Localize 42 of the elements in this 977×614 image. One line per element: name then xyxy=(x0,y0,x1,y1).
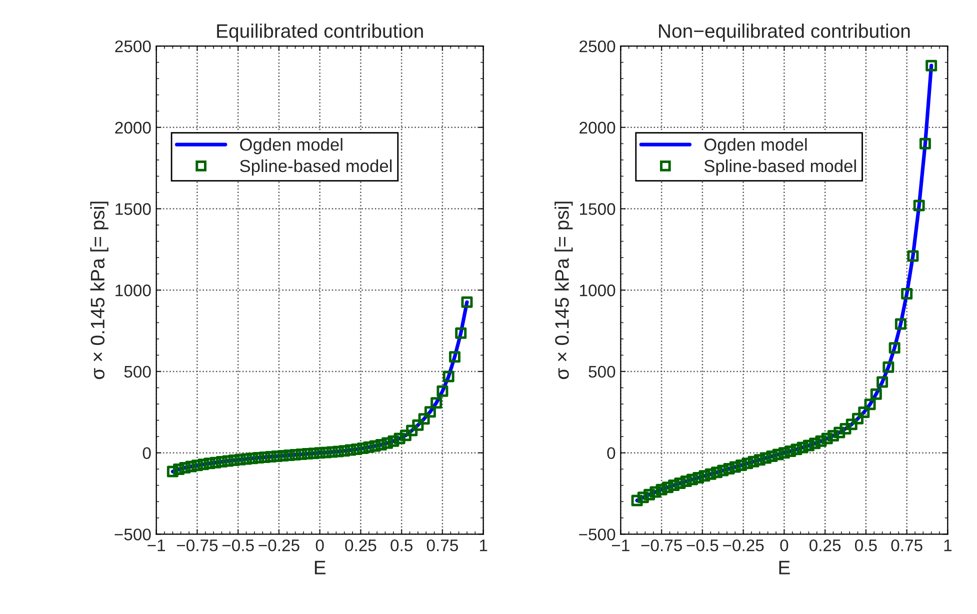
x-tick-label: −0.75 xyxy=(641,539,682,552)
legend-label: Ogden model xyxy=(704,138,807,154)
legend-label: Spline-based model xyxy=(704,159,856,176)
x-axis-title: E xyxy=(779,560,790,574)
x-tick-label: 0.75 xyxy=(426,539,458,552)
y-tick-label: −500 xyxy=(579,528,616,540)
y-tick-label: 0 xyxy=(607,447,616,460)
y-tick-label: −500 xyxy=(114,528,151,540)
y-tick-label: 2000 xyxy=(580,122,616,134)
chart-title: Non−equilibrated contribution xyxy=(659,24,910,42)
x-tick-label: 0.25 xyxy=(809,539,841,552)
x-tick-label: −0.25 xyxy=(723,539,764,552)
x-tick-label: −1 xyxy=(612,540,630,552)
x-tick-label: 1 xyxy=(944,540,952,552)
y-axis-title: σ × 0.145 kPa [= psi] xyxy=(554,202,573,380)
y-tick-label: 1500 xyxy=(580,203,616,215)
x-tick-label: 0.25 xyxy=(345,539,376,552)
y-tick-label: 1000 xyxy=(580,284,616,296)
legend-label: Spline-based model xyxy=(240,159,392,176)
y-tick-label: 1500 xyxy=(116,203,151,215)
x-tick-label: −0.75 xyxy=(176,539,218,552)
x-tick-label: 0.75 xyxy=(891,539,922,552)
x-tick-label: 0.5 xyxy=(855,539,877,552)
x-tick-label: −1 xyxy=(148,540,166,552)
y-tick-label: 500 xyxy=(588,366,616,378)
x-tick-label: −0.25 xyxy=(258,539,300,552)
x-tick-label: −0.5 xyxy=(686,539,718,552)
chart-title: Equilibrated contribution xyxy=(217,24,423,42)
y-tick-label: 500 xyxy=(124,366,151,378)
y-tick-label: 1000 xyxy=(116,284,151,296)
x-tick-label: 1 xyxy=(480,540,488,552)
y-tick-label: 2500 xyxy=(115,40,151,52)
legend-label: Ogden model xyxy=(240,138,342,154)
y-axis-title: σ × 0.145 kPa [= psi] xyxy=(90,202,108,380)
x-tick-label: 0 xyxy=(316,539,324,552)
x-tick-label: 0 xyxy=(780,539,788,552)
y-tick-label: 2500 xyxy=(580,40,616,52)
x-tick-label: 0.5 xyxy=(390,539,412,552)
x-tick-label: −0.5 xyxy=(222,539,254,552)
y-tick-label: 2000 xyxy=(115,122,151,134)
x-axis-title: E xyxy=(314,560,326,574)
y-tick-label: 0 xyxy=(142,447,151,460)
